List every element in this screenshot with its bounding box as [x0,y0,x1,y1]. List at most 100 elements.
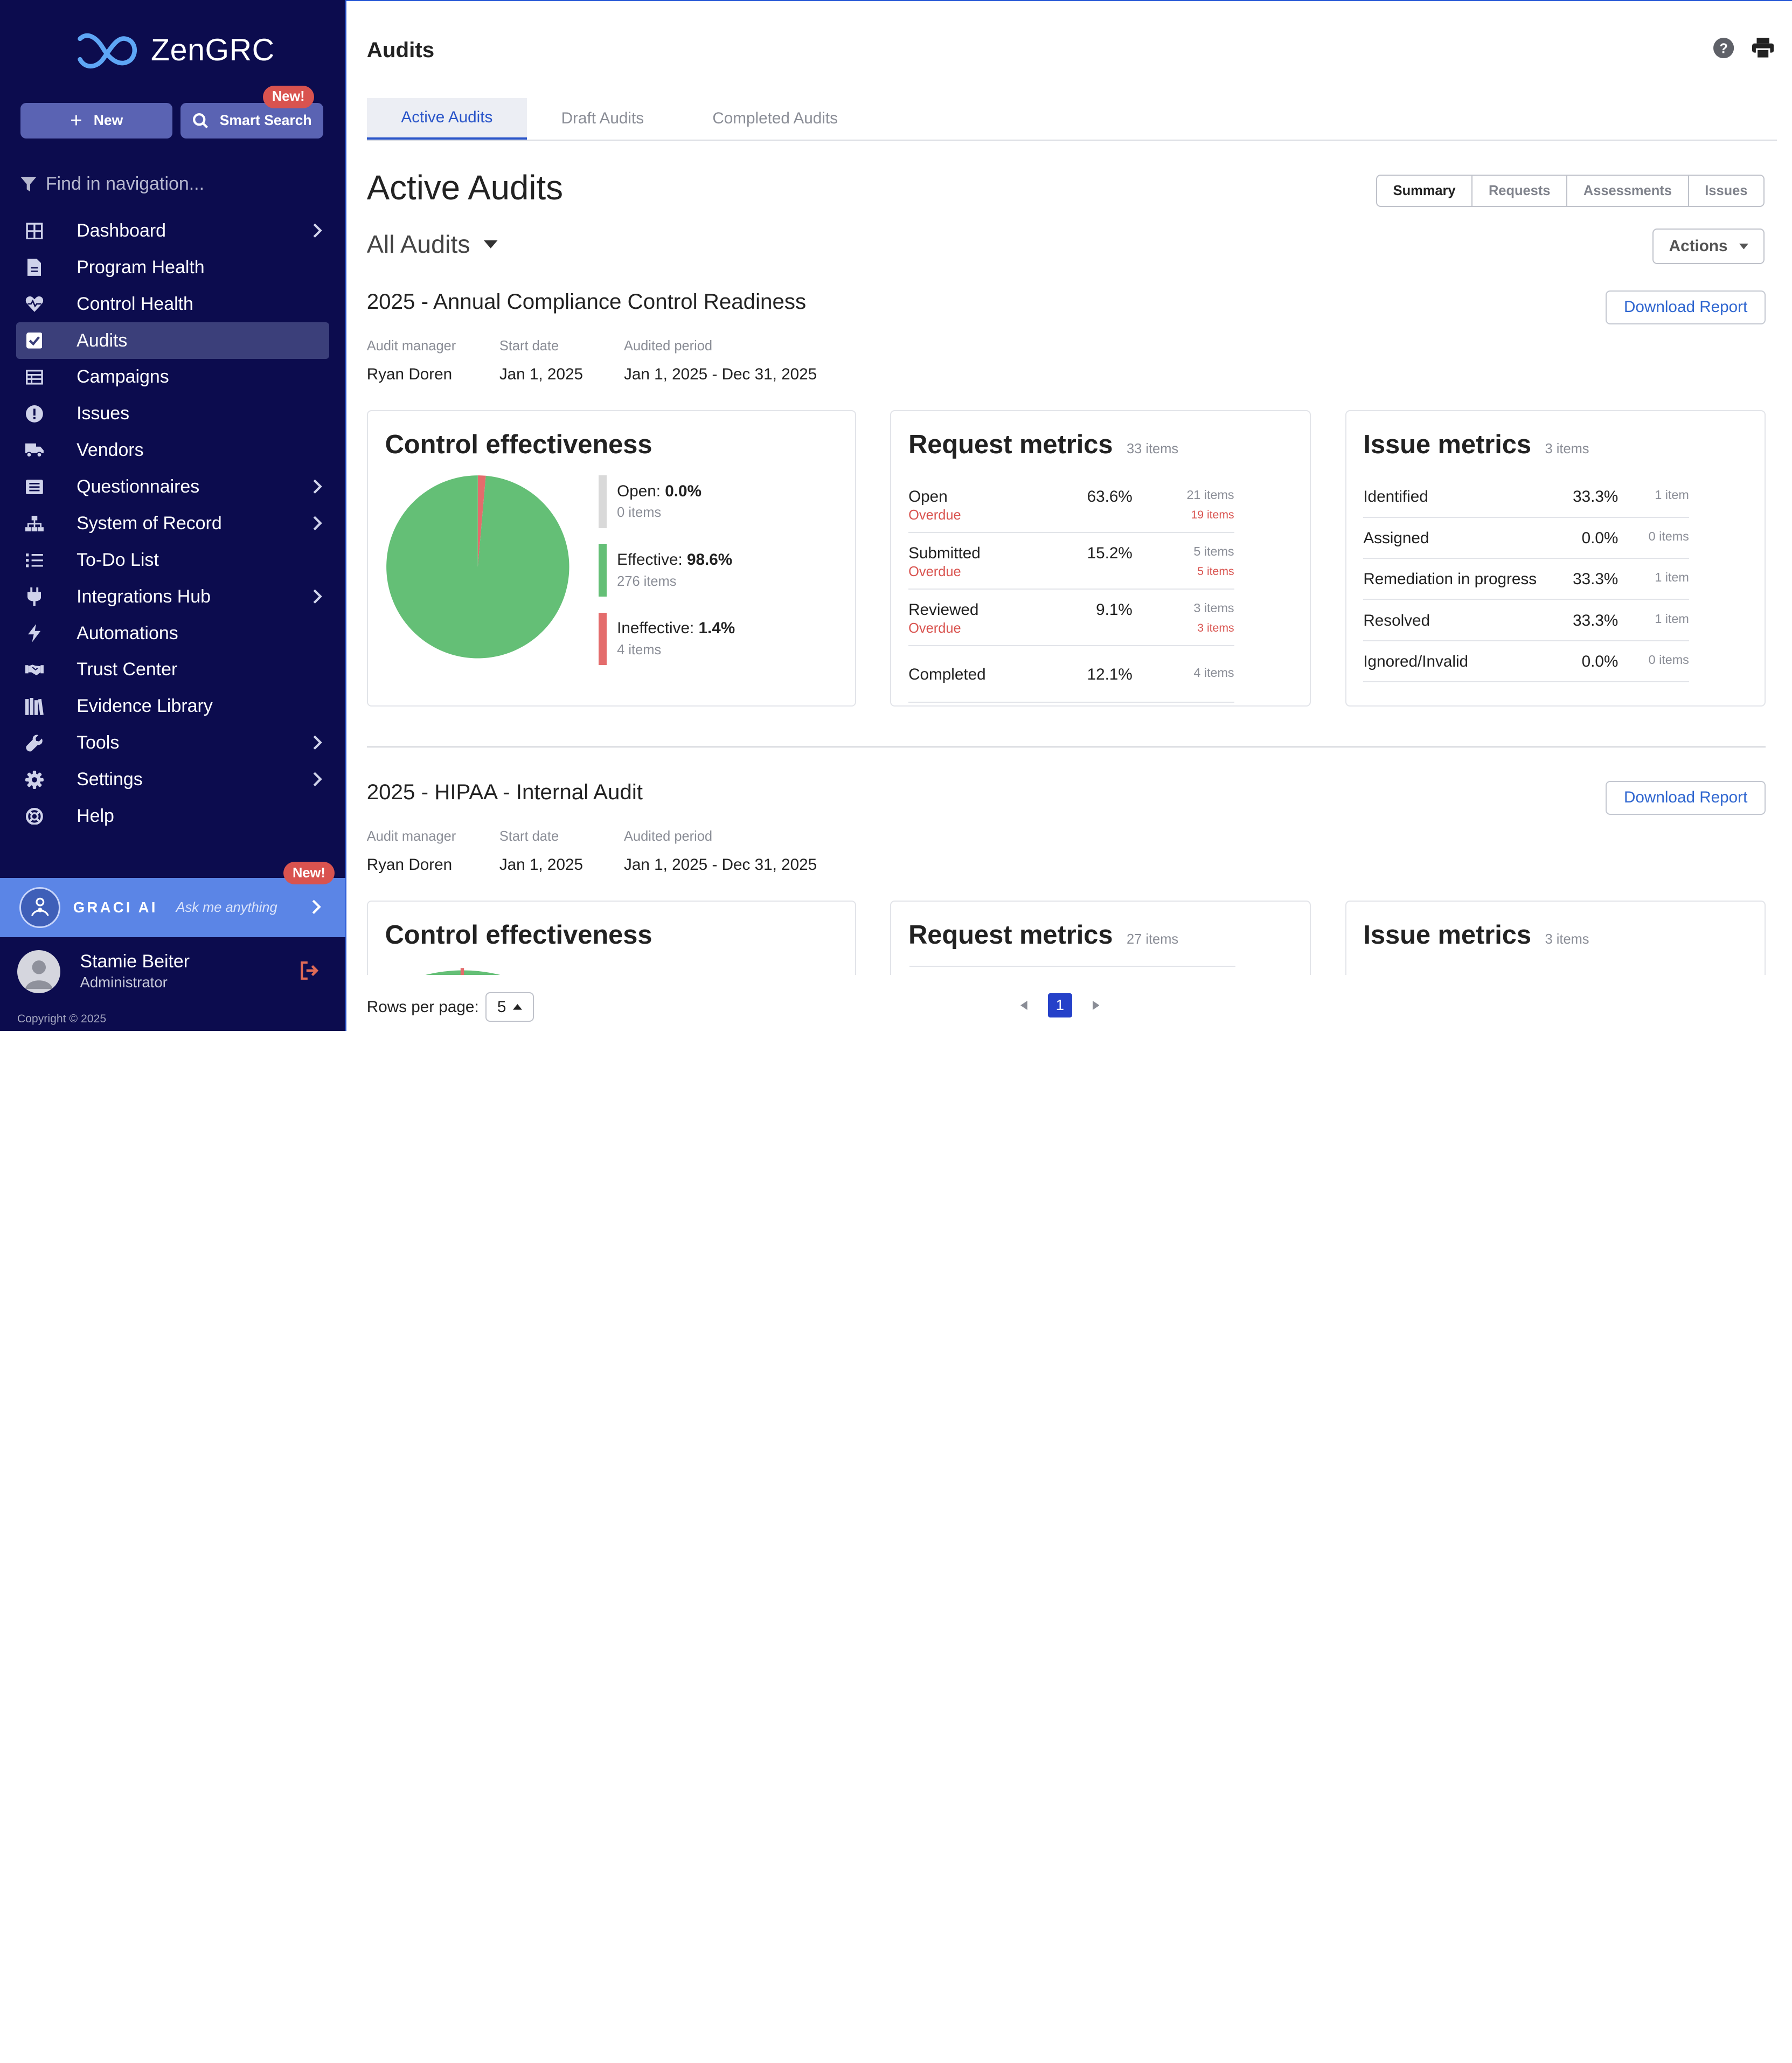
sidebar-item-program-health[interactable]: Program Health [16,249,329,286]
table-row[interactable]: Completed 12.1% 4 items [908,646,1234,703]
metric-label: Open [908,488,948,506]
view-assessments-button[interactable]: Assessments [1566,176,1687,206]
card-title: Control effectiveness [385,430,652,460]
sidebar-item-help[interactable]: Help [16,798,329,835]
rows-per-page-select[interactable]: 5 [485,992,534,1022]
legend-count: 276 items [617,573,677,589]
list-box-icon [25,478,44,496]
brand-logo[interactable]: ZenGRC [75,30,275,71]
sidebar-item-questionnaires[interactable]: Questionnaires [16,469,329,506]
caret-down-icon [1739,243,1748,250]
view-summary-button[interactable]: Summary [1393,183,1456,198]
audit-divider [366,746,1766,748]
legend-item: Open: 0.0% 0 items [599,475,735,528]
rows-per-page-value: 5 [497,998,506,1016]
sidebar-item-label: To-Do List [77,549,159,570]
tab-draft-audits[interactable]: Draft Audits [561,109,644,128]
sidebar-item-evidence-library[interactable]: Evidence Library [16,688,329,725]
page-number-button[interactable]: 1 [1047,993,1072,1017]
sidebar: ZenGRC + New Smart Search New! Find in n… [0,0,345,1032]
start-date: Start date Jan 1, 2025 [499,338,583,384]
issue-metrics-table: Identified 33.3% 1 item Assigned 0.0% 0 items… [1363,476,1689,683]
sidebar-item-to-do-list[interactable]: To-Do List [16,542,329,578]
chevron-right-icon [313,587,322,608]
view-requests-button[interactable]: Requests [1471,176,1566,206]
nav-filter-input[interactable]: Find in navigation... [20,174,204,195]
new-button[interactable]: + New [20,102,173,139]
table-row[interactable]: Resolved 33.3% 1 item [1363,600,1689,641]
graci-ai-bar[interactable]: GRACI AI Ask me anything [0,878,345,938]
table-row[interactable]: Open Overdue 63.6% 21 items 19 items [908,476,1234,534]
actions-label: Actions [1669,237,1728,255]
prev-page-icon[interactable] [1020,1000,1027,1010]
audited-period-value: Jan 1, 2025 - Dec 31, 2025 [624,855,817,874]
sidebar-item-settings[interactable]: Settings [16,761,329,798]
item-count: 33 items [1126,441,1179,457]
brand-name: ZenGRC [150,33,275,68]
sidebar-item-automations[interactable]: Automations [16,615,329,652]
metric-count: 0 items [1648,529,1689,543]
table-row[interactable]: Reviewed Overdue 9.1% 3 items 3 items [908,590,1234,647]
audit-title[interactable]: 2025 - HIPAA - Internal Audit [366,779,643,804]
tab-active-audits[interactable]: Active Audits [366,98,527,140]
smart-search-button[interactable]: Smart Search [180,102,324,139]
audit-filter-dropdown[interactable]: All Audits [367,230,498,259]
metric-percent: 0.0% [1581,652,1619,670]
legend-name: Ineffective: [617,619,694,638]
table-row[interactable]: Remediation in progress 33.3% 1 item [1363,559,1689,600]
sidebar-item-label: Dashboard [77,220,166,241]
start-date: Start date Jan 1, 2025 [499,829,583,874]
print-icon[interactable] [1752,37,1774,59]
sidebar-item-dashboard[interactable]: Dashboard [16,213,329,250]
download-report-button[interactable]: Download Report [1606,780,1766,815]
sidebar-item-system-of-record[interactable]: System of Record [16,506,329,542]
next-page-icon[interactable] [1092,1000,1100,1010]
pie-slice-effective[interactable] [386,475,569,659]
sidebar-item-label: Settings [77,769,143,790]
table-row[interactable]: Submitted Overdue 15.2% 5 items 5 items [908,533,1234,590]
plus-icon: + [70,108,82,132]
logout-icon[interactable] [300,961,320,980]
sidebar-item-audits[interactable]: Audits [16,322,329,359]
sidebar-item-issues[interactable]: Issues [16,396,329,432]
todo-list-icon [25,551,44,569]
lifebuoy-icon [25,807,44,826]
metric-count: 4 items [1193,666,1234,680]
audit-list[interactable]: 2025 - Annual Compliance Control Readine… [346,275,1792,975]
pie-slice-ineffective[interactable] [477,475,486,567]
new-badge: New! [262,86,314,108]
start-date-label: Start date [499,338,559,354]
checkbox-icon [25,331,44,350]
sidebar-item-campaigns[interactable]: Campaigns [16,359,329,396]
metric-percent: 0.0% [1581,529,1619,547]
sidebar-item-integrations-hub[interactable]: Integrations Hub [16,578,329,615]
tab-completed-audits[interactable]: Completed Audits [712,109,838,128]
app-window: ZenGRC + New Smart Search New! Find in n… [0,0,1792,1032]
card-title: Request metrics [908,920,1113,950]
sidebar-item-control-health[interactable]: Control Health [16,286,329,322]
metric-count: 0 items [1648,652,1689,667]
help-icon[interactable]: ? [1713,37,1734,59]
sidebar-item-trust-center[interactable]: Trust Center [16,652,329,688]
graci-ask-input[interactable]: Ask me anything [176,899,277,915]
sidebar-item-label: Help [77,805,114,826]
table-row[interactable]: Identified 33.3% 1 item [1363,476,1689,518]
card-title-row: Request metrics 33 items [908,430,1178,460]
sidebar-item-label: Issues [77,403,130,424]
actions-button[interactable]: Actions [1652,229,1765,264]
graci-avatar-icon [19,887,61,929]
table-row[interactable]: Ignored/Invalid 0.0% 0 items [1363,641,1689,683]
download-report-button[interactable]: Download Report [1606,290,1766,325]
card-title-row: Request metrics 27 items [908,920,1178,950]
view-issues-button[interactable]: Issues [1687,176,1764,206]
avatar[interactable] [17,950,61,994]
metric-label: Completed [908,666,986,684]
audit-title[interactable]: 2025 - Annual Compliance Control Readine… [366,289,807,314]
sidebar-item-vendors[interactable]: Vendors [16,432,329,469]
metric-count: 3 items [1193,601,1234,615]
library-icon [25,697,44,716]
sidebar-item-tools[interactable]: Tools [16,725,329,761]
chevron-right-icon [312,899,321,915]
table-row[interactable]: Assigned 0.0% 0 items [1363,518,1689,559]
smart-search-label: Smart Search [219,112,312,129]
